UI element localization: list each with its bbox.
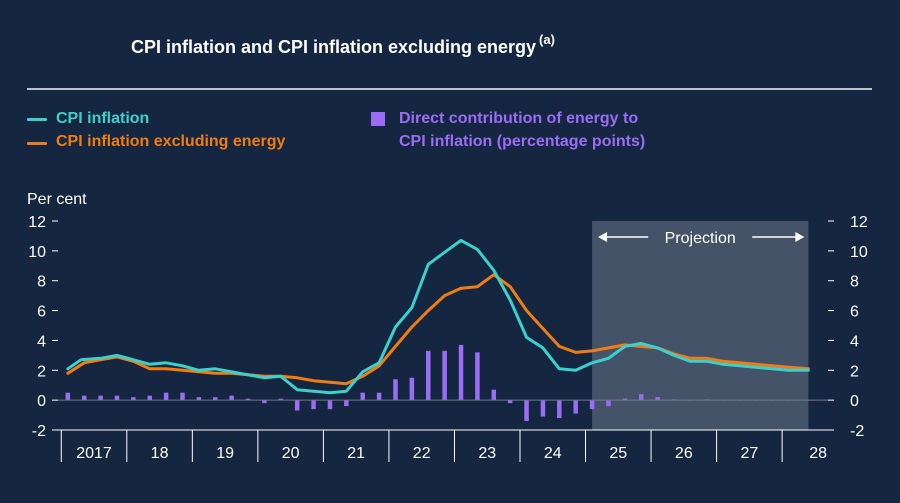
energy-bar: [540, 400, 546, 417]
y-tick-label-right: 0: [850, 393, 859, 410]
projection-shade: [592, 221, 809, 430]
energy-bar: [180, 392, 185, 401]
energy-bar: [360, 392, 365, 401]
energy-bar: [196, 397, 202, 401]
x-tick-label-2017: 2017: [76, 445, 112, 462]
energy-bar: [442, 350, 447, 401]
y-tick-label-right: 6: [850, 304, 859, 321]
energy-bar: [622, 398, 628, 401]
energy-bar: [98, 395, 103, 401]
legend-label-cpi-ex-energy: CPI inflation excluding energy: [56, 133, 286, 150]
chart-title-text: CPI inflation and CPI inflation excludin…: [131, 37, 537, 57]
projection-arrow-right-head: [795, 232, 805, 242]
energy-bar: [131, 397, 136, 401]
x-tick-label-23: 23: [478, 445, 496, 462]
y-tick-label-right: 4: [850, 333, 859, 350]
x-tick-label-22: 22: [413, 445, 431, 462]
energy-bar: [606, 400, 611, 407]
x-tick-label-26: 26: [675, 445, 693, 462]
energy-bar: [213, 397, 218, 401]
legend-swatch-cpi: [27, 118, 47, 121]
y-tick-label-left: 12: [28, 214, 46, 231]
projection-arrow-left-head: [598, 232, 608, 242]
x-tick-label-18: 18: [151, 445, 169, 462]
title-footnote-marker: (a): [539, 32, 555, 47]
energy-bar: [524, 400, 529, 422]
y-tick-label-left: 4: [37, 333, 46, 350]
energy-bar: [655, 397, 660, 401]
energy-bar: [344, 400, 349, 407]
legend-label-energy-line2: CPI inflation (percentage points): [399, 133, 646, 150]
y-tick-label-left: 10: [28, 244, 46, 261]
energy-bar: [278, 398, 284, 401]
legend-swatch-energy: [371, 112, 385, 126]
energy-bar: [491, 389, 497, 401]
projection-label: Projection: [665, 230, 736, 247]
energy-bar: [114, 395, 120, 401]
energy-bar: [245, 398, 251, 401]
energy-bar: [589, 400, 595, 410]
y-tick-label-left: 0: [37, 393, 46, 410]
y-tick-label-left: 6: [37, 304, 46, 321]
energy-bar: [294, 400, 300, 411]
energy-bar: [229, 395, 234, 401]
y-tick-label-left: 8: [37, 274, 46, 291]
energy-bar: [426, 350, 431, 401]
cpi-line: [66, 238, 810, 395]
y-tick-label-right: -2: [850, 423, 864, 440]
x-tick-label-21: 21: [347, 445, 365, 462]
energy-bar: [409, 377, 415, 401]
x-tick-label-27: 27: [740, 445, 758, 462]
energy-bar: [65, 392, 71, 401]
cpi-ex-energy-line: [66, 273, 810, 386]
x-tick-label-28: 28: [809, 445, 827, 462]
x-tick-label-24: 24: [544, 445, 562, 462]
chart-title: CPI inflation and CPI inflation excludin…: [131, 32, 555, 58]
x-tick-label-20: 20: [282, 445, 300, 462]
energy-bar: [327, 400, 333, 410]
x-tick-label-19: 19: [216, 445, 234, 462]
energy-bar: [475, 352, 480, 401]
energy-bar: [311, 400, 316, 410]
title-divider: [27, 88, 872, 90]
y-tick-label-right: 10: [850, 244, 868, 261]
y-tick-label-right: 2: [850, 363, 859, 380]
energy-bar: [573, 400, 578, 414]
energy-bar: [81, 395, 87, 401]
energy-bar: [147, 395, 152, 401]
energy-bar: [376, 392, 382, 401]
legend-label-energy-line1: Direct contribution of energy to: [399, 110, 639, 127]
energy-bar: [163, 392, 169, 401]
x-tick-label-25: 25: [609, 445, 627, 462]
y-axis-title: Per cent: [27, 191, 87, 208]
energy-bar: [507, 400, 513, 404]
energy-bar: [638, 394, 644, 401]
energy-bar: [557, 400, 562, 419]
energy-bar: [458, 344, 464, 401]
y-tick-label-left: -2: [32, 423, 46, 440]
y-tick-label-left: 2: [37, 363, 46, 380]
energy-bar: [262, 400, 267, 404]
y-tick-label-right: 8: [850, 274, 859, 291]
y-tick-label-right: 12: [850, 214, 868, 231]
energy-bar: [393, 379, 398, 401]
legend-label-cpi: CPI inflation: [56, 110, 150, 127]
legend-swatch-cpi-ex-energy: [27, 142, 47, 145]
